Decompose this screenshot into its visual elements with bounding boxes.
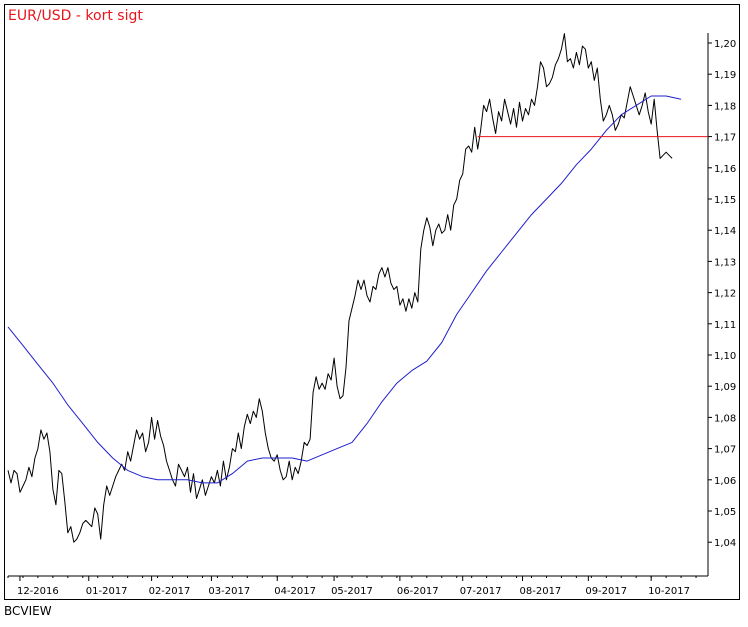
y-tick-label: 1,10 bbox=[714, 351, 736, 362]
x-tick-label: 01-2017 bbox=[86, 586, 128, 597]
chart-frame bbox=[4, 4, 740, 600]
y-tick-label: 1,13 bbox=[714, 257, 736, 268]
y-tick-label: 1,19 bbox=[714, 70, 736, 81]
y-tick-label: 1,08 bbox=[714, 413, 736, 424]
y-tick-label: 1,07 bbox=[714, 445, 736, 456]
y-tick-label: 1,11 bbox=[714, 320, 736, 331]
y-tick-label: 1,15 bbox=[714, 195, 736, 206]
chart-title: EUR/USD - kort sigt bbox=[8, 8, 143, 24]
x-tick-label: 02-2017 bbox=[149, 586, 191, 597]
footer-credit: BCVIEW bbox=[4, 604, 52, 618]
y-tick-label: 1,17 bbox=[714, 133, 736, 144]
x-tick-label: 08-2017 bbox=[520, 586, 562, 597]
series-average-line bbox=[7, 95, 682, 484]
x-tick-label: 12-2016 bbox=[17, 586, 59, 597]
y-tick-label: 1,05 bbox=[714, 507, 736, 518]
x-tick-label: 10-2017 bbox=[648, 586, 690, 597]
y-tick-label: 1,09 bbox=[714, 382, 736, 393]
y-tick-label: 1,18 bbox=[714, 101, 736, 112]
chart-ticks: 1,04 1,05 1,06 1,07 1,08 1,09 1,10 1,11 1,12 1,13… bbox=[7, 39, 736, 597]
x-tick-label: 07-2017 bbox=[460, 586, 502, 597]
chart-axes bbox=[8, 33, 709, 577]
x-tick-label: 06-2017 bbox=[397, 586, 439, 597]
chart-series bbox=[7, 33, 708, 543]
y-tick-label: 1,20 bbox=[714, 39, 736, 50]
y-tick-label: 1,14 bbox=[714, 226, 736, 237]
y-tick-label: 1,16 bbox=[714, 164, 736, 175]
x-tick-label: 04-2017 bbox=[274, 586, 316, 597]
x-tick-label: 05-2017 bbox=[331, 586, 373, 597]
series-price-line bbox=[7, 33, 673, 543]
y-tick-label: 1,06 bbox=[714, 476, 736, 487]
y-tick-label: 1,12 bbox=[714, 289, 736, 300]
y-tick-label: 1,04 bbox=[714, 538, 736, 549]
x-tick-label: 03-2017 bbox=[208, 586, 250, 597]
x-tick-label: 09-2017 bbox=[585, 586, 627, 597]
